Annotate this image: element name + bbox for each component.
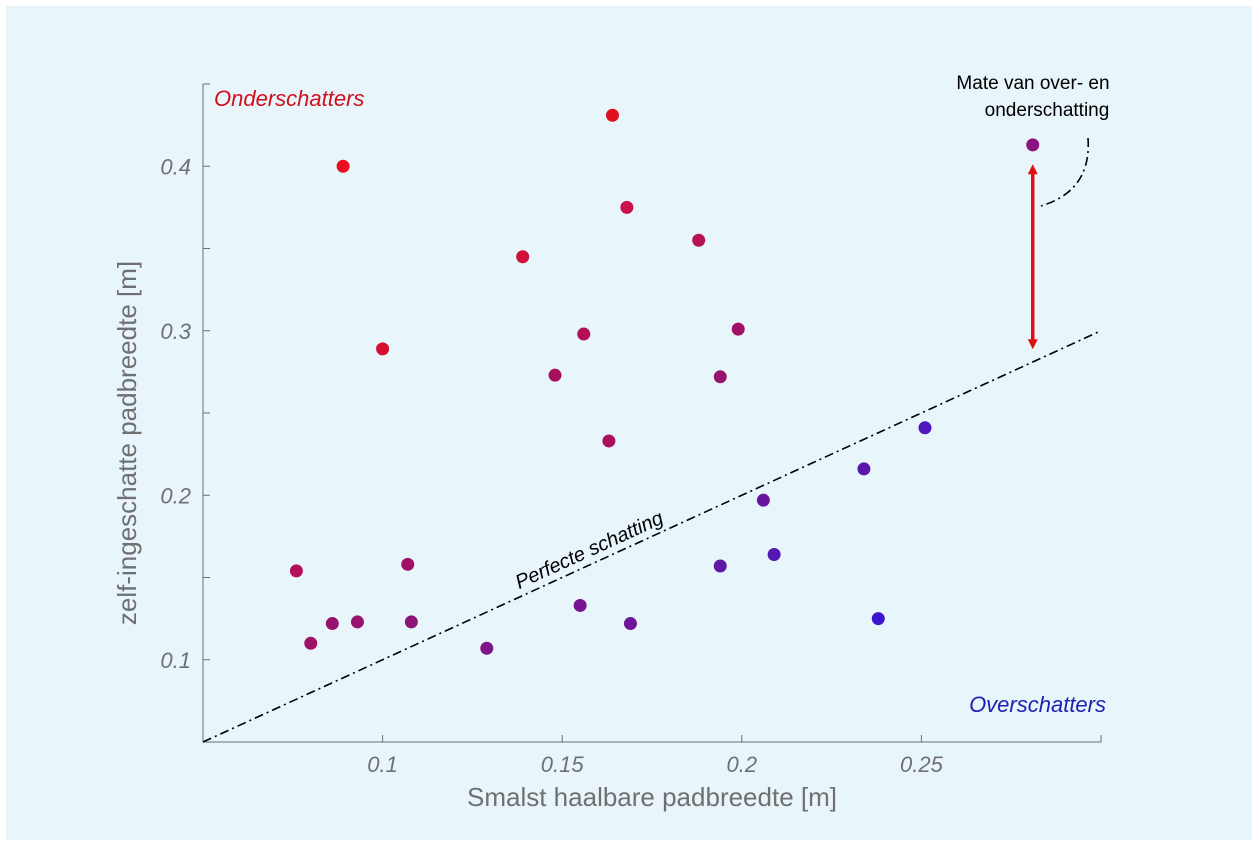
data-point — [602, 434, 616, 448]
data-point — [731, 322, 745, 336]
reference-line — [202, 330, 1102, 743]
x-tick-label: 0.15 — [541, 752, 585, 777]
x-tick-label: 0.25 — [900, 752, 944, 777]
data-point — [480, 641, 494, 655]
data-point — [605, 108, 619, 122]
x-axis-title: Smalst haalbare padbreedte [m] — [467, 782, 837, 812]
x-tick-label: 0.1 — [367, 752, 398, 777]
data-point — [713, 559, 727, 573]
data-point — [1026, 138, 1040, 152]
deviation-label-line1: Mate van over- en — [956, 73, 1109, 94]
data-point — [871, 612, 885, 626]
data-point — [577, 327, 591, 341]
data-point — [304, 636, 318, 650]
data-point — [918, 421, 932, 435]
y-tick-label: 0.4 — [160, 154, 191, 179]
data-point — [620, 200, 634, 214]
chart-panel: 0.1 0.2 0.3 0.4 0.1 0.15 0.2 0.25 Smalst haalba… — [6, 6, 1252, 840]
deviation-arrow-head-top — [1027, 164, 1038, 175]
y-tick-label: 0.1 — [160, 648, 191, 673]
y-tick-label: 0.2 — [160, 483, 191, 508]
data-point — [857, 462, 871, 476]
underestimators-label: Onderschatters — [214, 86, 364, 111]
deviation-arrow-head-bottom — [1027, 339, 1038, 350]
reference-line-layer — [202, 330, 1102, 743]
data-point — [573, 598, 587, 612]
deviation-label-line2: onderschatting — [985, 100, 1110, 121]
data-point — [767, 547, 781, 561]
data-point — [289, 564, 303, 578]
data-point — [404, 615, 418, 629]
data-point — [516, 250, 530, 264]
y-axis-title: zelf-ingeschatte padbreedte [m] — [112, 261, 142, 625]
data-point — [336, 159, 350, 173]
data-point — [350, 615, 364, 629]
axes: 0.1 0.2 0.3 0.4 0.1 0.15 0.2 0.25 — [160, 83, 1102, 777]
data-point — [548, 368, 562, 382]
points-layer — [289, 108, 1040, 655]
overestimators-label: Overschatters — [969, 692, 1106, 717]
perfect-estimate-label: Perfecte schatting — [512, 507, 667, 594]
y-tick-label: 0.3 — [160, 319, 191, 344]
data-point — [401, 557, 415, 571]
data-point — [713, 370, 727, 384]
data-point — [756, 493, 770, 507]
deviation-leader-line — [1040, 137, 1090, 207]
scatter-chart: 0.1 0.2 0.3 0.4 0.1 0.15 0.2 0.25 Smalst haalba… — [112, 73, 1110, 812]
data-point — [623, 617, 637, 631]
data-point — [376, 342, 390, 356]
data-point — [325, 617, 339, 631]
data-point — [692, 233, 706, 247]
annotations-layer — [1027, 137, 1090, 350]
x-tick-label: 0.2 — [727, 752, 758, 777]
